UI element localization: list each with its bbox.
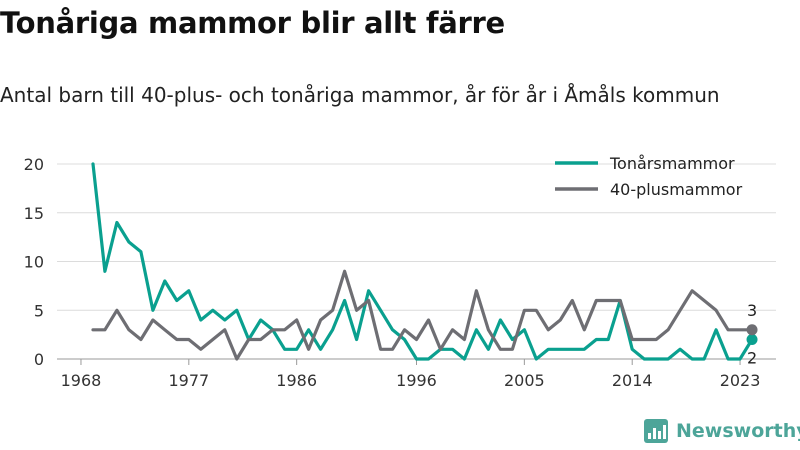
series-end-point xyxy=(746,334,758,345)
series-line xyxy=(91,269,754,361)
y-tick-label: 15 xyxy=(24,204,44,223)
legend-label: 40-plusmammor xyxy=(610,180,743,199)
series-end-point xyxy=(746,324,758,336)
x-tick-label: 2005 xyxy=(504,371,545,390)
x-tick-label: 1968 xyxy=(61,371,102,390)
brand-logo: Newsworthy xyxy=(644,419,800,443)
x-tick-label: 2023 xyxy=(720,371,761,390)
x-tick-label: 1996 xyxy=(396,371,437,390)
chart-title: Tonåriga mammor blir allt färre xyxy=(0,6,505,40)
brand-name: Newsworthy xyxy=(676,420,800,442)
y-tick-label: 0 xyxy=(34,350,44,369)
bar-chart-logo-icon xyxy=(644,419,668,443)
x-tick-label: 2014 xyxy=(612,371,653,390)
chart-subtitle: Antal barn till 40-plus- och tonåriga ma… xyxy=(0,83,720,107)
y-tick-label: 20 xyxy=(24,155,44,174)
y-tick-label: 5 xyxy=(34,301,44,320)
legend-label: Tonårsmammor xyxy=(609,154,735,173)
series-line xyxy=(91,162,754,361)
x-tick-label: 1986 xyxy=(276,371,317,390)
series-end-label: 3 xyxy=(747,301,757,320)
y-tick-label: 10 xyxy=(24,253,44,272)
series-end-label: 2 xyxy=(747,349,757,368)
x-tick-label: 1977 xyxy=(168,371,209,390)
